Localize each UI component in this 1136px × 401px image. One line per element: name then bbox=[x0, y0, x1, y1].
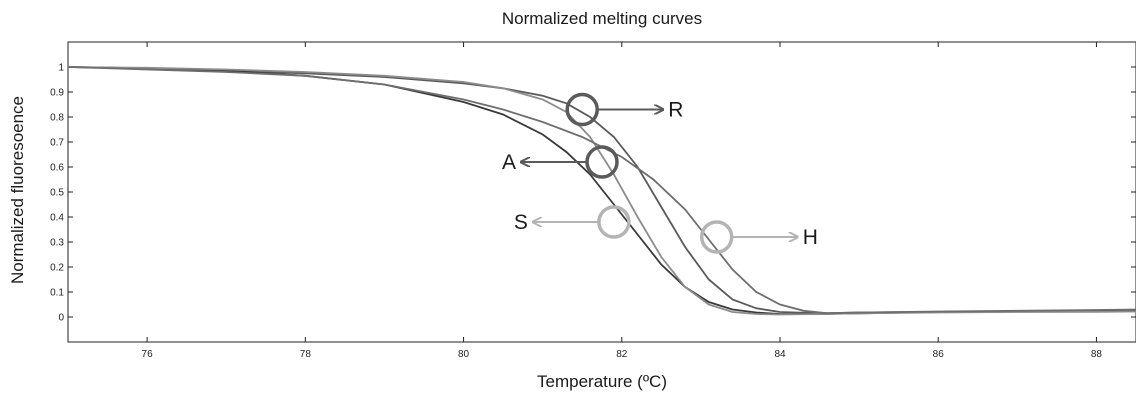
marker-circle-r bbox=[565, 92, 599, 127]
ticks-layer: 76 78 80 82 84 86 88 0 0.1 0.2 0.3 0.4 0.5 0.6 0.7 0.8 0… bbox=[50, 42, 1136, 360]
marker-label-s: S bbox=[514, 211, 528, 234]
y-tick-label: 0.6 bbox=[50, 163, 64, 174]
x-tick-label: 84 bbox=[774, 349, 786, 360]
y-tick-label: 1 bbox=[58, 63, 64, 74]
y-tick-label: 0 bbox=[58, 313, 64, 324]
marker-circle-a bbox=[585, 145, 619, 179]
y-tick-label: 0.3 bbox=[50, 238, 64, 249]
x-axis-label: Temperature (ºC) bbox=[537, 372, 667, 391]
annotation-layer: R A S H bbox=[502, 92, 818, 254]
x-tick-label: 76 bbox=[142, 349, 154, 360]
x-tick-label: 88 bbox=[1091, 349, 1103, 360]
y-tick-label: 0.4 bbox=[50, 213, 64, 224]
y-tick-label: 0.1 bbox=[50, 288, 64, 299]
y-tick-label: 0.9 bbox=[50, 88, 64, 99]
x-tick-label: 82 bbox=[616, 349, 628, 360]
y-tick-label: 0.5 bbox=[50, 188, 64, 199]
x-tick-label: 78 bbox=[300, 349, 312, 360]
plot-frame bbox=[67, 41, 1136, 343]
marker-label-h: H bbox=[803, 226, 818, 249]
marker-label-r: R bbox=[668, 99, 683, 122]
x-tick-label: 86 bbox=[933, 349, 945, 360]
x-tick-label: 80 bbox=[458, 349, 470, 360]
series-layer bbox=[67, 66, 1136, 316]
y-tick-label: 0.7 bbox=[50, 138, 64, 149]
series-line-a bbox=[67, 66, 1136, 315]
y-tick-label: 0.8 bbox=[50, 113, 64, 124]
y-tick-label: 0.2 bbox=[50, 263, 64, 274]
marker-label-a: A bbox=[502, 151, 516, 174]
series-line-h bbox=[67, 66, 1136, 315]
marker-circle-s bbox=[597, 205, 631, 239]
chart-title: Normalized melting curves bbox=[501, 9, 703, 28]
